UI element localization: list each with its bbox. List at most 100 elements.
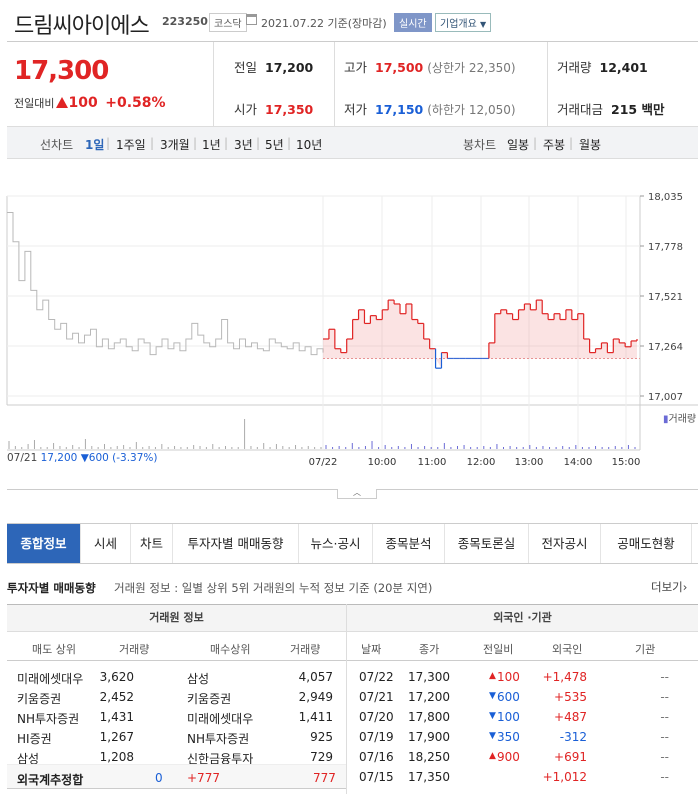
intraday-chart[interactable]: 18,035 17,778 17,521 17,264 17,007 07/22 10:0… (0, 160, 698, 470)
broker-name[interactable]: 삼성 (17, 752, 40, 766)
company-overview-label: 기업개요 (440, 19, 477, 30)
broker-volume: 2,452 (99, 690, 134, 704)
broker-name[interactable]: NH투자증권 (187, 732, 250, 746)
broker-header-row: 매도 상위 거래량 매수상위 거래량 (7, 632, 346, 661)
tab-9[interactable]: 공매도현황 (601, 524, 692, 563)
prev-close-value: 17,200 (265, 60, 314, 75)
broker-name[interactable]: 삼성 (187, 672, 210, 686)
volume-label: 거래량 (557, 60, 592, 75)
base-date: 2021.07.22 기준(장마감) (261, 17, 387, 30)
broker-name[interactable]: NH투자증권 (17, 712, 80, 726)
market-badge: 코스닥 (209, 13, 247, 32)
prev-close: 전일 17,200 (234, 57, 313, 76)
period-1y[interactable]: 1년 (202, 138, 221, 152)
period-3m[interactable]: 3개월 (160, 138, 190, 152)
close-cell: 17,300 (408, 670, 450, 684)
divider (547, 42, 548, 126)
company-overview-button[interactable]: 기업개요 ▼ (435, 13, 492, 32)
broker-name[interactable]: 키움증권 (17, 692, 62, 706)
divider (334, 42, 335, 126)
institution-cell: -- (660, 690, 669, 704)
foreign-header-row: 날짜 종가 전일비 외국인 기관 (347, 632, 698, 661)
current-price: 17,300 (14, 56, 109, 86)
change-line: 전일대비 100 +0.58% (14, 95, 166, 111)
line-chart-label: 선차트 (40, 138, 74, 152)
institution-cell: -- (660, 710, 669, 724)
change-cell: 100 (497, 670, 520, 684)
prev-day-close: 17,200 (40, 452, 78, 464)
table-row: 미래에셋대우 3,620 삼성 4,057 (7, 670, 346, 690)
candle-weekly[interactable]: 주봉 (543, 138, 566, 152)
broker-name[interactable]: 미래에셋대우 (187, 712, 254, 726)
table-row: 삼성 1,208 신한금융투자 729 (7, 750, 346, 770)
table-row: 07/22 17,300 ▲ 100 +1,478 -- (347, 670, 698, 690)
period-10y[interactable]: 10년 (296, 138, 323, 152)
institution-cell: -- (660, 670, 669, 684)
broker-name[interactable]: 신한금융투자 (187, 752, 254, 766)
change-cell: 350 (497, 730, 520, 744)
chart-grid (6, 195, 698, 451)
change-percent: +0.58% (105, 95, 166, 111)
tab-6[interactable]: 종목분석 (373, 524, 445, 563)
x-tick-label: 12:00 (467, 457, 496, 468)
period-5y[interactable]: 5년 (265, 138, 284, 152)
buy-top-header: 매수상위 (210, 643, 251, 656)
broker-name[interactable]: 미래에셋대우 (17, 672, 84, 686)
tab-5[interactable]: 뉴스·공시 (299, 524, 373, 563)
trade-amount: 거래대금 215 백만 (557, 99, 664, 118)
sell-top-header: 매도 상위 (32, 643, 76, 656)
separator: | (193, 136, 198, 150)
current-price-box: 17,300 전일대비 100 +0.58% (7, 42, 214, 126)
chevron-right-icon: › (682, 580, 688, 594)
date-cell: 07/21 (359, 690, 394, 704)
close-cell: 18,250 (408, 750, 450, 764)
volume-legend-mark: ▮ (663, 414, 669, 425)
tab-4[interactable]: 투자자별 매매동향 (173, 524, 299, 563)
period-1w[interactable]: 1주일 (116, 138, 146, 152)
close-cell: 17,800 (408, 710, 450, 724)
tab-1[interactable]: 종합정보 (7, 524, 81, 563)
broker-group-title: 거래원 정보 (7, 604, 346, 632)
broker-name[interactable]: 키움증권 (187, 692, 232, 706)
candle-daily[interactable]: 일봉 (507, 138, 530, 152)
tab-8[interactable]: 전자공시 (529, 524, 601, 563)
foreign-cell: +487 (554, 710, 587, 724)
close-header: 종가 (419, 643, 440, 656)
y-tick-label: 17,778 (648, 242, 683, 253)
realtime-button[interactable]: 실시간 (394, 13, 432, 32)
tab-3[interactable]: 차트 (131, 524, 173, 563)
close-cell: 17,200 (408, 690, 450, 704)
separator: | (256, 136, 261, 150)
table-row: 07/21 17,200 ▼ 600 +535 -- (347, 690, 698, 710)
more-link[interactable]: 더보기› (651, 579, 687, 595)
foreign-cell: +1,012 (542, 770, 587, 784)
section-title: 투자자별 매매동향 (7, 581, 96, 595)
table-row: NH투자증권 1,431 미래에셋대우 1,411 (7, 710, 346, 730)
period-selector: 선차트 1일 | 1주일 | 3개월 | 1년 | 3년 | 5년 | 10년 … (7, 127, 698, 159)
table-row: HI증권 1,267 NH투자증권 925 (7, 730, 346, 750)
more-label: 더보기 (651, 580, 683, 594)
date-cell: 07/16 (359, 750, 394, 764)
investor-section-header: 투자자별 매매동향 거래원 정보 : 일별 상위 5위 거래원의 누적 정보 기… (7, 572, 698, 602)
period-3y[interactable]: 3년 (234, 138, 253, 152)
divider (346, 604, 347, 794)
foreign-sum-label: 외국계추정합 (17, 773, 84, 787)
volume: 거래량 12,401 (557, 57, 648, 76)
broker-volume: 3,620 (99, 670, 134, 684)
foreign-buy: 777 (313, 771, 336, 785)
period-1d[interactable]: 1일 (85, 138, 105, 152)
broker-name[interactable]: HI증권 (17, 732, 52, 746)
upper-limit: (상한가 22,350) (427, 61, 516, 75)
collapse-chevron-icon[interactable]: ︿ (337, 489, 377, 499)
volume-legend-label: 거래량 (668, 414, 697, 425)
candle-monthly[interactable]: 월봉 (579, 138, 602, 152)
chevron-down-icon: ▼ (480, 20, 487, 29)
broker-volume: 1,431 (99, 710, 134, 724)
trade-amount-value: 215 백만 (611, 102, 665, 117)
low-label: 저가 (344, 102, 368, 117)
up-arrow-icon: ▲ (489, 751, 496, 761)
y-tick-label: 17,521 (648, 292, 683, 303)
stock-header: 드림씨아이에스 223250 코스닥 2021.07.22 기준(장마감) 실시… (0, 0, 698, 40)
tab-7[interactable]: 종목토론실 (445, 524, 529, 563)
tab-2[interactable]: 시세 (81, 524, 131, 563)
